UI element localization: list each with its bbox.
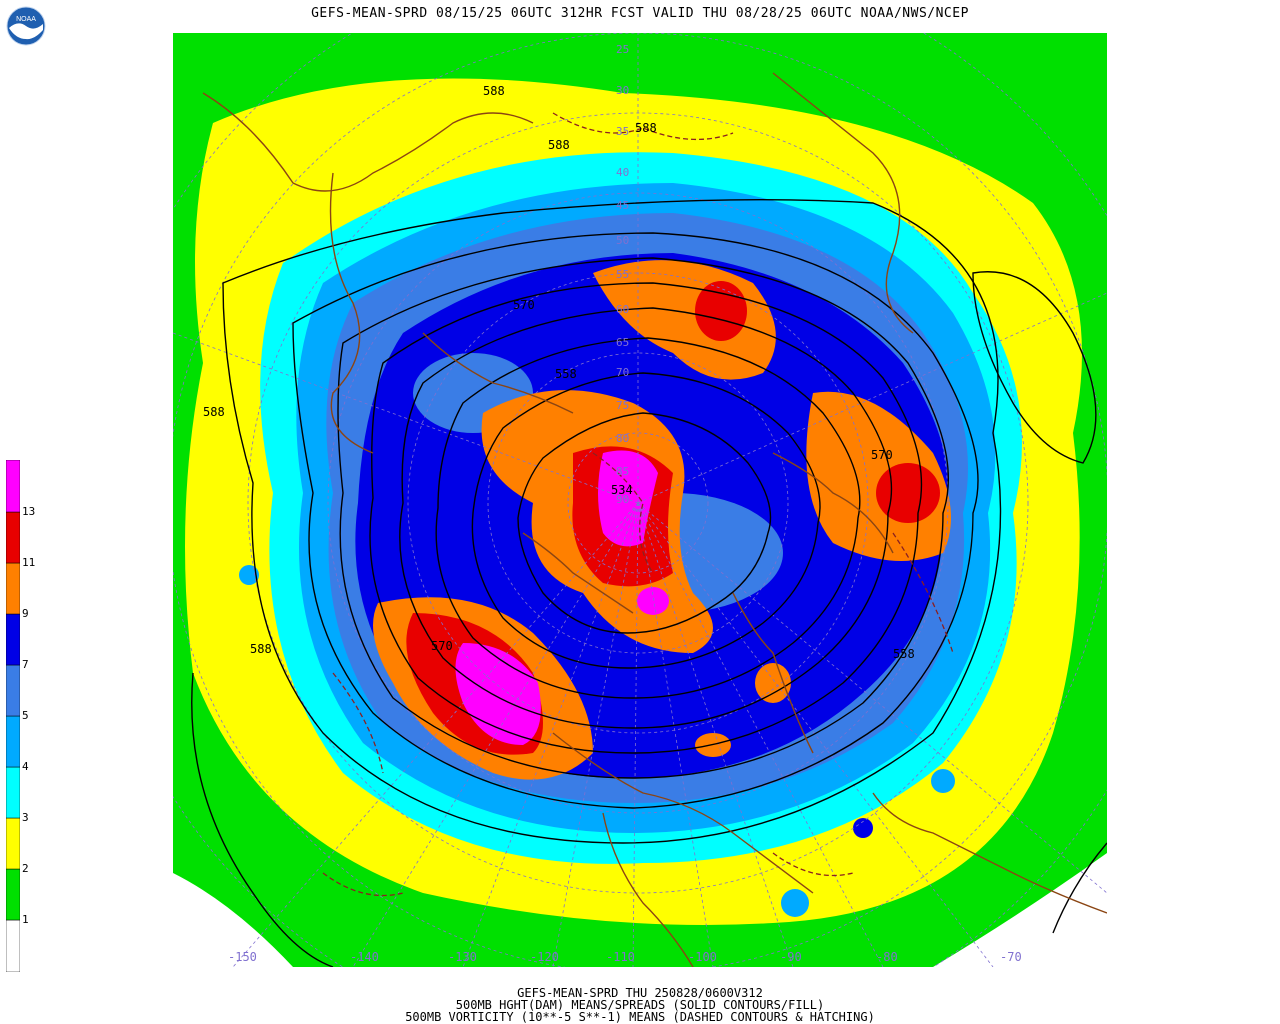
footer-line-1: GEFS-MEAN-SPRD THU 250828/0600V312	[517, 986, 763, 1000]
contour-label: 588	[548, 138, 570, 152]
colorbar-label: 1	[22, 913, 29, 926]
footer-line-3: 500MB VORTICITY (10**-5 S**-1) MEANS (DA…	[405, 1010, 875, 1024]
colorbar-label: 7	[22, 658, 29, 671]
spread-fill-lightblue	[781, 889, 809, 917]
colorbar-swatch	[6, 868, 20, 921]
height-contours	[191, 198, 1107, 967]
ensemble-spread-map: 588 588 588 570 558 570 588 570 588 534 …	[173, 33, 1107, 967]
spread-fill-white	[173, 873, 293, 967]
longitude-label: -100	[688, 950, 717, 964]
svg-text:NOAA: NOAA	[16, 16, 36, 23]
colorbar-label: 3	[22, 811, 29, 824]
contour-label: 588	[250, 642, 272, 656]
colorbar-label: 5	[22, 709, 29, 722]
longitude-label: -80	[876, 950, 898, 964]
latitude-label: 55	[616, 268, 629, 281]
latitude-label: 50	[616, 234, 629, 247]
spread-fill-lightblue	[931, 769, 955, 793]
contour-label-group: 588 588 588 570 558 570 588 570 588 534 …	[203, 84, 915, 661]
colorbar-label: 2	[22, 862, 29, 875]
vorticity-contours	[322, 112, 954, 897]
contour-label: 558	[893, 647, 915, 661]
colorbar-swatch	[6, 919, 20, 972]
latitude-label: 70	[616, 366, 629, 379]
colorbar-swatch	[6, 511, 20, 564]
colorbar-swatch	[6, 817, 20, 870]
latlon-grid	[173, 33, 1107, 967]
contour-label: 588	[203, 405, 225, 419]
longitude-label: -140	[350, 950, 379, 964]
spread-fill-lightblue	[239, 565, 259, 585]
contour-label: 534	[611, 483, 633, 497]
spread-fill-white	[933, 853, 1107, 967]
longitude-label: -70	[1000, 950, 1022, 964]
latitude-label: 90	[616, 493, 629, 506]
colorbar-swatch	[6, 613, 20, 666]
spread-colorbar	[6, 460, 20, 972]
colorbar-label: 4	[22, 760, 29, 773]
latitude-label: 45	[616, 199, 629, 212]
contour-label: 570	[513, 298, 535, 312]
latitude-label: 60	[616, 303, 629, 316]
spread-fill-orange	[755, 663, 791, 703]
colorbar-label: 9	[22, 607, 29, 620]
spread-fill-magenta	[598, 450, 658, 547]
spread-fill-darkblue	[853, 818, 873, 838]
contour-label: 570	[871, 448, 893, 462]
coastlines	[202, 72, 1107, 967]
colorbar-label: 11	[22, 556, 36, 569]
spread-fill-red	[876, 463, 940, 523]
contour-label: 588	[635, 121, 657, 135]
spread-fill-magenta	[455, 643, 541, 745]
colorbar-label: 13	[22, 505, 36, 518]
footer-line-2: 500MB HGHT(DAM) MEANS/SPREADS (SOLID CON…	[455, 998, 825, 1012]
latitude-label: 30	[616, 84, 629, 97]
latitude-label: 75	[616, 399, 629, 412]
colorbar-swatch	[6, 562, 20, 615]
longitude-label: -120	[530, 950, 559, 964]
colorbar-swatch	[6, 766, 20, 819]
latitude-label: 65	[616, 336, 629, 349]
longitude-label: -150	[228, 950, 257, 964]
latitude-label: 40	[616, 166, 629, 179]
longitude-label: -90	[780, 950, 802, 964]
longitude-label: -110	[606, 950, 635, 964]
latitude-labels: 25 30 35 40 45 50 55 60 65 70 75 80 85 9…	[616, 43, 629, 506]
noaa-logo-icon: NOAA	[6, 6, 46, 46]
map-title: GEFS-MEAN-SPRD 08/15/25 06UTC 312HR FCST…	[311, 6, 969, 21]
latitude-label: 80	[616, 432, 629, 445]
spread-fill-magenta	[637, 587, 669, 615]
colorbar-swatch	[6, 460, 20, 513]
colorbar-swatch	[6, 664, 20, 717]
contour-label: 570	[431, 639, 453, 653]
colorbar-swatch	[6, 715, 20, 768]
latitude-label: 35	[616, 125, 629, 138]
latitude-label: 85	[616, 465, 629, 478]
latitude-label: 25	[616, 43, 629, 56]
longitude-label: -130	[448, 950, 477, 964]
contour-label: 588	[483, 84, 505, 98]
contour-label: 558	[555, 367, 577, 381]
